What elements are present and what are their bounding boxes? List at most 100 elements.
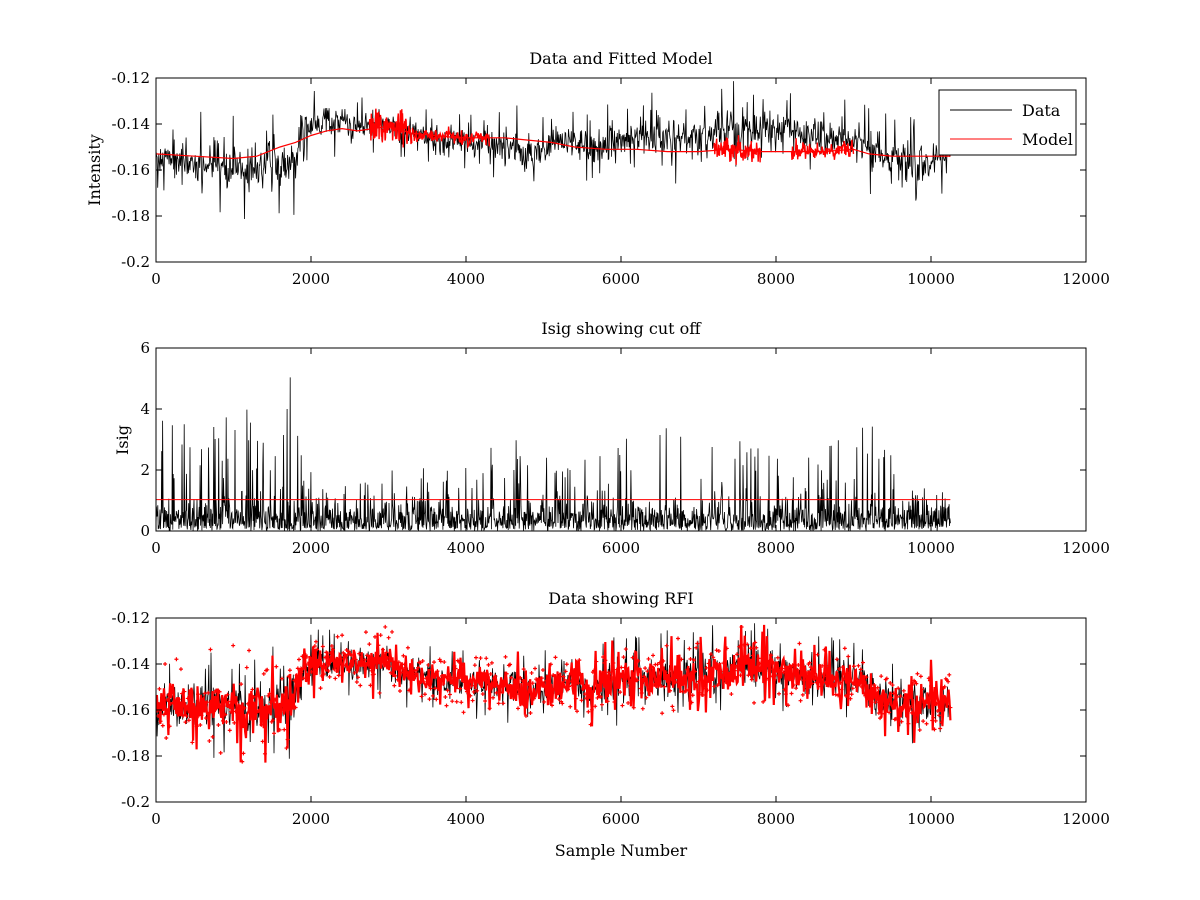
rfi-marker: [488, 671, 493, 676]
rfi-marker: [562, 677, 567, 682]
rfi-marker: [214, 688, 219, 693]
rfi-marker: [632, 679, 637, 684]
x-tick-label: 0: [151, 270, 161, 288]
rfi-marker: [871, 690, 876, 695]
rfi-marker: [789, 691, 794, 696]
rfi-markers: [156, 624, 953, 764]
rfi-marker: [856, 663, 861, 668]
rfi-marker: [932, 727, 937, 732]
rfi-marker: [192, 709, 197, 714]
rfi-marker: [589, 707, 594, 712]
rfi-marker: [522, 699, 527, 704]
rfi-marker: [173, 698, 178, 703]
rfi-marker: [686, 687, 691, 692]
rfi-marker: [233, 709, 238, 714]
rfi-marker: [198, 722, 203, 727]
rfi-marker: [201, 705, 206, 710]
rfi-marker: [884, 676, 889, 681]
rfi-marker: [359, 654, 364, 659]
rfi-marker: [158, 719, 163, 724]
rfi-marker: [792, 669, 797, 674]
y-tick-label: 6: [140, 339, 150, 357]
rfi-marker: [358, 683, 363, 688]
rfi-marker: [521, 667, 526, 672]
rfi-marker: [794, 686, 799, 691]
rfi-marker: [384, 650, 389, 655]
rfi-marker: [464, 689, 469, 694]
rfi-marker: [649, 664, 654, 669]
x-tick-label: 12000: [1062, 270, 1110, 288]
rfi-marker: [581, 686, 586, 691]
rfi-marker: [477, 680, 482, 685]
rfi-marker: [893, 716, 898, 721]
rfi-marker: [296, 657, 301, 662]
rfi-marker: [379, 655, 384, 660]
rfi-marker: [323, 655, 328, 660]
rfi-marker: [234, 699, 239, 704]
rfi-marker: [908, 705, 913, 710]
rfi-marker: [693, 669, 698, 674]
rfi-marker: [206, 690, 211, 695]
rfi-marker: [641, 674, 646, 679]
rfi-marker: [250, 687, 255, 692]
rfi-marker: [750, 653, 755, 658]
y-tick-label: 4: [140, 400, 150, 418]
rfi-marker: [368, 683, 373, 688]
rfi-marker: [290, 704, 295, 709]
rfi-marker: [469, 683, 474, 688]
rfi-marker: [314, 639, 319, 644]
rfi-marker: [399, 670, 404, 675]
rfi-marker: [318, 686, 323, 691]
rfi-marker: [205, 700, 210, 705]
rfi-marker: [828, 678, 833, 683]
rfi-marker: [746, 673, 751, 678]
y-tick-label: -0.18: [112, 747, 150, 765]
legend-box: [938, 89, 1077, 156]
rfi-marker: [594, 659, 599, 664]
rfi-marker: [874, 694, 879, 699]
rfi-marker: [830, 674, 835, 679]
rfi-marker: [340, 633, 345, 638]
rfi-marker: [287, 668, 292, 673]
rfi-marker: [910, 681, 915, 686]
rfi-marker: [640, 706, 645, 711]
rfi-marker: [376, 643, 381, 648]
rfi-marker: [917, 727, 922, 732]
rfi-marker: [197, 702, 202, 707]
rfi-marker: [825, 681, 830, 686]
legend-entry-model: Model: [1022, 130, 1073, 149]
rfi-marker: [621, 655, 626, 660]
rfi-marker: [343, 663, 348, 668]
rfi-marker: [441, 682, 446, 687]
rfi-marker: [550, 703, 555, 708]
y-tick-label: -0.2: [121, 253, 150, 271]
rfi-marker: [460, 662, 465, 667]
rfi-marker: [654, 677, 659, 682]
rfi-marker: [470, 698, 475, 703]
rfi-marker: [182, 689, 187, 694]
rfi-marker: [847, 670, 852, 675]
rfi-marker: [731, 676, 736, 681]
rfi-marker: [476, 678, 481, 683]
rfi-marker: [619, 665, 624, 670]
rfi-marker: [563, 669, 568, 674]
rfi-marker: [341, 650, 346, 655]
rfi-marker: [603, 658, 608, 663]
rfi-marker: [310, 655, 315, 660]
rfi-marker: [735, 652, 740, 657]
rfi-marker: [771, 660, 776, 665]
rfi-marker: [907, 707, 912, 712]
rfi-marker: [285, 737, 290, 742]
x-tick-label: 2000: [292, 270, 330, 288]
rfi-marker: [662, 684, 667, 689]
rfi-marker: [947, 672, 952, 677]
rfi-marker: [721, 661, 726, 666]
rfi-marker: [502, 681, 507, 686]
rfi-marker: [156, 708, 160, 713]
rfi-marker: [669, 677, 674, 682]
rfi-marker: [896, 686, 901, 691]
rfi-marker: [324, 650, 329, 655]
rfi-marker: [711, 655, 716, 660]
rfi-marker: [444, 703, 449, 708]
x-axis-label: Sample Number: [555, 841, 688, 860]
